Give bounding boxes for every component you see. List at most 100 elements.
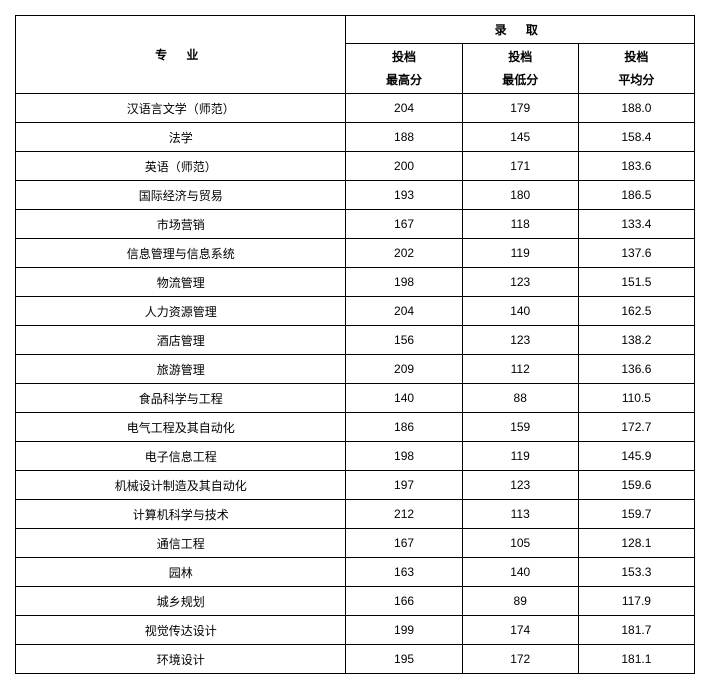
- table-row: 园林163140153.3: [16, 558, 695, 587]
- cell-major: 通信工程: [16, 529, 346, 558]
- cell-major: 物流管理: [16, 268, 346, 297]
- cell-high: 166: [346, 587, 462, 616]
- cell-low: 89: [462, 587, 578, 616]
- cell-low: 88: [462, 384, 578, 413]
- cell-high: 140: [346, 384, 462, 413]
- table-row: 电子信息工程198119145.9: [16, 442, 695, 471]
- cell-major: 电气工程及其自动化: [16, 413, 346, 442]
- cell-major: 环境设计: [16, 645, 346, 674]
- cell-major: 视觉传达设计: [16, 616, 346, 645]
- header-avg: 投档 平均分: [578, 44, 694, 94]
- table-row: 信息管理与信息系统202119137.6: [16, 239, 695, 268]
- cell-major: 食品科学与工程: [16, 384, 346, 413]
- cell-low: 140: [462, 297, 578, 326]
- cell-low: 113: [462, 500, 578, 529]
- cell-high: 156: [346, 326, 462, 355]
- table-row: 电气工程及其自动化186159172.7: [16, 413, 695, 442]
- cell-high: 202: [346, 239, 462, 268]
- cell-high: 199: [346, 616, 462, 645]
- table-row: 环境设计195172181.1: [16, 645, 695, 674]
- cell-avg: 136.6: [578, 355, 694, 384]
- cell-avg: 110.5: [578, 384, 694, 413]
- cell-avg: 117.9: [578, 587, 694, 616]
- table-row: 通信工程167105128.1: [16, 529, 695, 558]
- table-row: 市场营销167118133.4: [16, 210, 695, 239]
- cell-major: 国际经济与贸易: [16, 181, 346, 210]
- cell-high: 200: [346, 152, 462, 181]
- cell-low: 118: [462, 210, 578, 239]
- table-row: 法学188145158.4: [16, 123, 695, 152]
- cell-high: 163: [346, 558, 462, 587]
- cell-low: 145: [462, 123, 578, 152]
- cell-major: 城乡规划: [16, 587, 346, 616]
- cell-high: 197: [346, 471, 462, 500]
- cell-major: 机械设计制造及其自动化: [16, 471, 346, 500]
- table-body: 汉语言文学（师范）204179188.0法学188145158.4英语（师范）2…: [16, 94, 695, 674]
- cell-avg: 151.5: [578, 268, 694, 297]
- cell-low: 105: [462, 529, 578, 558]
- cell-major: 电子信息工程: [16, 442, 346, 471]
- header-avg-l1: 投档: [624, 50, 648, 64]
- cell-high: 167: [346, 529, 462, 558]
- cell-major: 法学: [16, 123, 346, 152]
- table-row: 英语（师范）200171183.6: [16, 152, 695, 181]
- table-row: 计算机科学与技术212113159.7: [16, 500, 695, 529]
- cell-avg: 188.0: [578, 94, 694, 123]
- cell-avg: 162.5: [578, 297, 694, 326]
- cell-major: 英语（师范）: [16, 152, 346, 181]
- table-row: 人力资源管理204140162.5: [16, 297, 695, 326]
- header-major: 专 业: [16, 16, 346, 94]
- table-row: 机械设计制造及其自动化197123159.6: [16, 471, 695, 500]
- table-row: 物流管理198123151.5: [16, 268, 695, 297]
- table-row: 视觉传达设计199174181.7: [16, 616, 695, 645]
- cell-high: 198: [346, 268, 462, 297]
- cell-major: 人力资源管理: [16, 297, 346, 326]
- table-row: 国际经济与贸易193180186.5: [16, 181, 695, 210]
- cell-avg: 128.1: [578, 529, 694, 558]
- cell-major: 信息管理与信息系统: [16, 239, 346, 268]
- header-admit: 录 取: [346, 16, 695, 44]
- cell-low: 171: [462, 152, 578, 181]
- cell-avg: 137.6: [578, 239, 694, 268]
- cell-low: 179: [462, 94, 578, 123]
- cell-low: 112: [462, 355, 578, 384]
- cell-major: 酒店管理: [16, 326, 346, 355]
- header-high: 投档 最高分: [346, 44, 462, 94]
- cell-major: 旅游管理: [16, 355, 346, 384]
- cell-avg: 158.4: [578, 123, 694, 152]
- cell-low: 123: [462, 268, 578, 297]
- cell-major: 园林: [16, 558, 346, 587]
- cell-avg: 145.9: [578, 442, 694, 471]
- table-row: 酒店管理156123138.2: [16, 326, 695, 355]
- header-avg-l2: 平均分: [618, 73, 654, 87]
- cell-high: 204: [346, 297, 462, 326]
- cell-high: 204: [346, 94, 462, 123]
- header-high-l1: 投档: [392, 50, 416, 64]
- cell-avg: 138.2: [578, 326, 694, 355]
- table-row: 旅游管理209112136.6: [16, 355, 695, 384]
- cell-low: 172: [462, 645, 578, 674]
- table-header: 专 业 录 取 投档 最高分 投档 最低分 投档 平均分: [16, 16, 695, 94]
- cell-avg: 172.7: [578, 413, 694, 442]
- cell-avg: 159.6: [578, 471, 694, 500]
- cell-avg: 181.1: [578, 645, 694, 674]
- cell-low: 119: [462, 442, 578, 471]
- cell-high: 209: [346, 355, 462, 384]
- header-low-l2: 最低分: [502, 73, 538, 87]
- cell-avg: 183.6: [578, 152, 694, 181]
- cell-high: 198: [346, 442, 462, 471]
- cell-avg: 181.7: [578, 616, 694, 645]
- header-low-l1: 投档: [508, 50, 532, 64]
- cell-major: 市场营销: [16, 210, 346, 239]
- cell-high: 195: [346, 645, 462, 674]
- table-row: 食品科学与工程14088110.5: [16, 384, 695, 413]
- cell-high: 186: [346, 413, 462, 442]
- cell-low: 180: [462, 181, 578, 210]
- cell-high: 188: [346, 123, 462, 152]
- cell-avg: 159.7: [578, 500, 694, 529]
- admission-table: 专 业 录 取 投档 最高分 投档 最低分 投档 平均分 汉语言文学（师范）20…: [15, 15, 695, 674]
- cell-low: 119: [462, 239, 578, 268]
- cell-major: 汉语言文学（师范）: [16, 94, 346, 123]
- cell-low: 174: [462, 616, 578, 645]
- cell-low: 123: [462, 471, 578, 500]
